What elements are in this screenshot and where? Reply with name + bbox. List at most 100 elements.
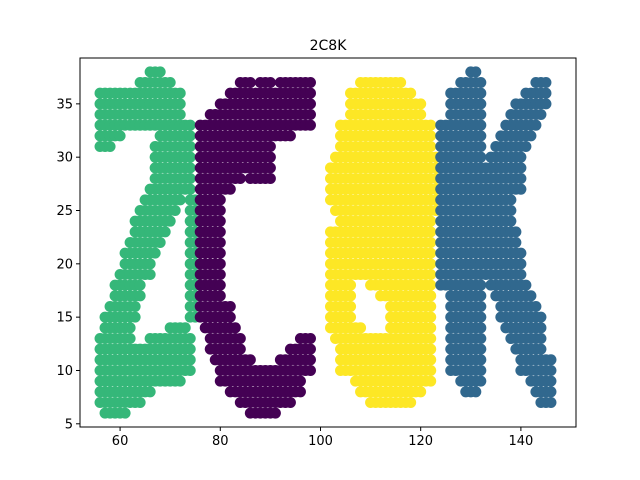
data-point-series-0: [184, 119, 196, 131]
data-point-series-2: [425, 247, 437, 259]
y-tick-label: 35: [56, 97, 73, 112]
data-point-series-3: [475, 311, 487, 323]
data-point-series-2: [425, 300, 437, 312]
data-point-series-3: [540, 77, 552, 89]
data-point-series-2: [425, 258, 437, 270]
data-point-series-0: [129, 300, 141, 312]
data-point-series-2: [355, 322, 367, 334]
data-point-series-2: [425, 130, 437, 142]
data-point-series-0: [119, 407, 131, 419]
data-point-series-1: [214, 205, 226, 217]
data-point-series-2: [425, 290, 437, 302]
x-tick-label: 80: [212, 434, 229, 449]
data-point-series-1: [284, 130, 296, 142]
data-point-series-0: [184, 343, 196, 355]
data-point-series-3: [530, 119, 542, 131]
data-point-series-0: [164, 77, 176, 89]
data-point-series-0: [144, 258, 156, 270]
data-point-series-3: [540, 87, 552, 99]
data-point-series-0: [174, 375, 186, 387]
data-point-series-0: [184, 162, 196, 174]
data-point-series-1: [264, 162, 276, 174]
data-point-series-3: [545, 364, 557, 376]
data-point-series-3: [475, 119, 487, 131]
data-point-series-1: [214, 279, 226, 291]
data-point-series-3: [535, 322, 547, 334]
y-tick-label: 15: [56, 311, 73, 326]
data-point-series-0: [174, 98, 186, 110]
data-point-series-2: [425, 226, 437, 238]
data-point-series-0: [124, 332, 136, 344]
data-point-series-2: [345, 300, 357, 312]
data-point-series-3: [475, 109, 487, 121]
data-point-series-0: [144, 386, 156, 398]
data-point-series-1: [214, 226, 226, 238]
y-tick-label: 5: [65, 417, 73, 432]
data-point-series-2: [425, 322, 437, 334]
data-point-series-1: [244, 354, 256, 366]
data-point-series-3: [475, 141, 487, 153]
data-point-series-3: [545, 375, 557, 387]
data-point-series-3: [475, 300, 487, 312]
data-point-series-3: [535, 332, 547, 344]
data-point-series-3: [475, 332, 487, 344]
data-point-series-0: [169, 205, 181, 217]
data-point-series-0: [184, 183, 196, 195]
data-point-series-0: [184, 130, 196, 142]
data-point-series-1: [304, 77, 316, 89]
data-point-series-3: [545, 386, 557, 398]
data-point-series-3: [540, 98, 552, 110]
data-point-series-1: [224, 311, 236, 323]
data-point-series-2: [425, 332, 437, 344]
data-point-series-3: [515, 183, 527, 195]
data-point-series-3: [470, 66, 482, 78]
data-point-series-3: [520, 279, 532, 291]
data-point-series-0: [134, 279, 146, 291]
data-point-series-1: [304, 354, 316, 366]
data-point-series-1: [269, 407, 281, 419]
data-point-series-3: [505, 205, 517, 217]
data-point-series-1: [304, 119, 316, 131]
data-point-series-0: [134, 396, 146, 408]
data-point-series-0: [154, 66, 166, 78]
data-point-series-1: [214, 258, 226, 270]
data-point-series-3: [475, 290, 487, 302]
data-point-series-2: [425, 375, 437, 387]
x-tick-label: 100: [308, 434, 333, 449]
data-point-series-1: [304, 343, 316, 355]
data-point-series-0: [184, 332, 196, 344]
data-point-series-1: [264, 151, 276, 163]
data-point-series-3: [515, 162, 527, 174]
data-point-series-3: [515, 258, 527, 270]
data-point-series-1: [264, 77, 276, 89]
y-axis: 5 10 15 20 25 30 35: [56, 97, 80, 432]
data-point-series-0: [159, 226, 171, 238]
data-point-series-3: [470, 386, 482, 398]
data-point-series-2: [425, 268, 437, 280]
data-point-series-0: [184, 151, 196, 163]
y-tick-label: 20: [56, 257, 73, 272]
data-point-series-0: [164, 215, 176, 227]
data-point-series-2: [405, 87, 417, 99]
data-point-series-1: [214, 236, 226, 249]
data-point-series-0: [174, 87, 186, 99]
data-point-series-3: [520, 141, 532, 153]
data-point-series-1: [224, 300, 236, 312]
data-point-series-1: [214, 247, 226, 259]
plot-frame: [79, 57, 577, 428]
data-points-layer: [94, 66, 557, 419]
data-point-series-3: [475, 343, 487, 355]
data-point-series-0: [184, 354, 196, 366]
data-point-series-2: [425, 354, 437, 366]
data-point-series-1: [244, 77, 256, 89]
data-point-series-3: [545, 396, 557, 408]
data-point-series-1: [304, 98, 316, 110]
data-point-series-0: [144, 268, 156, 280]
data-point-series-2: [405, 396, 417, 408]
data-point-series-3: [525, 130, 537, 142]
data-point-series-2: [345, 311, 357, 323]
data-point-series-2: [425, 343, 437, 355]
data-point-series-0: [129, 311, 141, 323]
